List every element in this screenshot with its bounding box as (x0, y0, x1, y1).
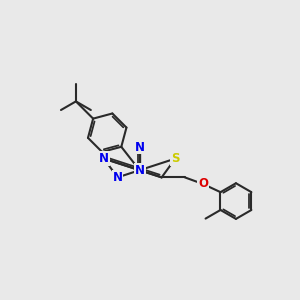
Text: N: N (112, 171, 122, 184)
Text: S: S (171, 152, 179, 165)
Text: O: O (198, 178, 208, 190)
Text: N: N (135, 164, 145, 177)
Text: N: N (99, 152, 109, 165)
Text: N: N (135, 140, 145, 154)
